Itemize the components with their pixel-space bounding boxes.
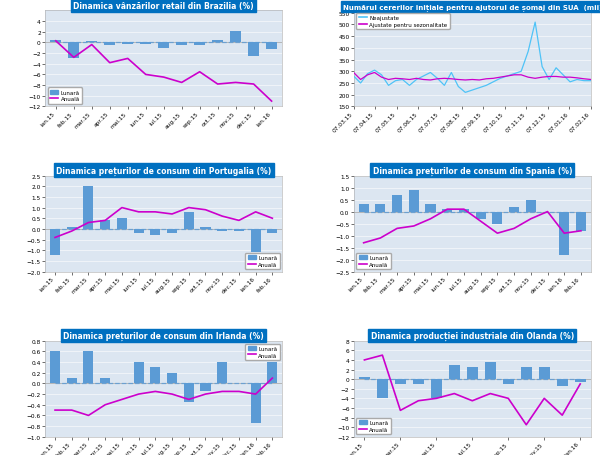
Bar [100,378,110,384]
Bar [557,379,568,386]
Bar [559,212,569,255]
Bar [151,229,160,236]
Bar [476,212,485,219]
Bar [268,229,277,234]
Legend: Lunară, Anuală: Lunară, Anuală [245,344,280,360]
Bar [217,229,227,232]
Bar [86,42,97,43]
Bar [83,352,94,384]
Bar [67,378,77,384]
Bar [268,362,277,384]
Title: Dinamica prețurilor de consum din Spania (%): Dinamica prețurilor de consum din Spania… [373,167,572,176]
Bar [117,219,127,229]
Bar [212,40,223,43]
Bar [377,379,388,399]
Bar [234,229,244,232]
Bar [50,40,61,43]
Bar [176,43,187,46]
Bar [100,221,110,229]
Bar [167,373,177,384]
Legend: Neajustate, Ajustate pentru sezonalitate: Neajustate, Ajustate pentru sezonalitate [356,14,449,30]
Bar [140,43,151,45]
Bar [413,379,424,384]
Bar [509,207,519,212]
Bar [467,367,478,379]
Title: Dinamica vânzărilor retail din Brazilia (%): Dinamica vânzărilor retail din Brazilia … [73,2,254,10]
Bar [134,362,143,384]
Bar [122,43,133,45]
Bar [251,229,260,253]
Bar [266,43,277,50]
Bar [200,384,211,392]
Bar [184,384,194,402]
Bar [485,363,496,379]
Title: Dinamica producției industriale din Olanda (%): Dinamica producției industriale din Olan… [371,331,574,340]
Bar [442,210,452,212]
Bar [184,212,194,229]
Bar [230,31,241,43]
Bar [251,384,260,424]
Bar [194,43,205,46]
Bar [539,367,550,379]
Bar [575,379,586,382]
Bar [409,191,419,212]
Bar [50,229,60,255]
Bar [459,210,469,212]
Bar [158,43,169,49]
Bar [521,367,532,379]
Bar [359,377,370,379]
Legend: Lunară, Anuală: Lunară, Anuală [356,253,391,269]
Bar [431,379,442,399]
Bar [50,352,60,384]
Bar [503,379,514,384]
Legend: Lunară, Anuală: Lunară, Anuală [356,418,391,434]
Bar [68,43,79,59]
Bar [134,229,143,234]
Title: Dinamica prețurilor de consum din Irlanda (%): Dinamica prețurilor de consum din Irland… [64,331,264,340]
Bar [67,228,77,229]
Bar [425,205,436,212]
Bar [392,195,402,212]
Bar [526,200,536,212]
Bar [83,187,94,229]
Bar [376,205,385,212]
Bar [248,43,259,56]
Bar [217,362,227,384]
Bar [151,368,160,384]
Legend: Lunară, Anuală: Lunară, Anuală [48,88,82,104]
Bar [576,212,586,231]
Bar [167,229,177,234]
Bar [395,379,406,384]
Title: Numărul cererilor inițiale pentru ajutorul de șomaj din SUA  (mii): Numărul cererilor inițiale pentru ajutor… [343,4,600,10]
Bar [104,43,115,46]
Bar [200,228,211,229]
Bar [493,212,502,224]
Bar [449,365,460,379]
Bar [359,205,368,212]
Legend: Lunară, Anuală: Lunară, Anuală [245,253,280,269]
Title: Dinamica prețurilor de consum din Portugalia (%): Dinamica prețurilor de consum din Portug… [56,167,271,176]
